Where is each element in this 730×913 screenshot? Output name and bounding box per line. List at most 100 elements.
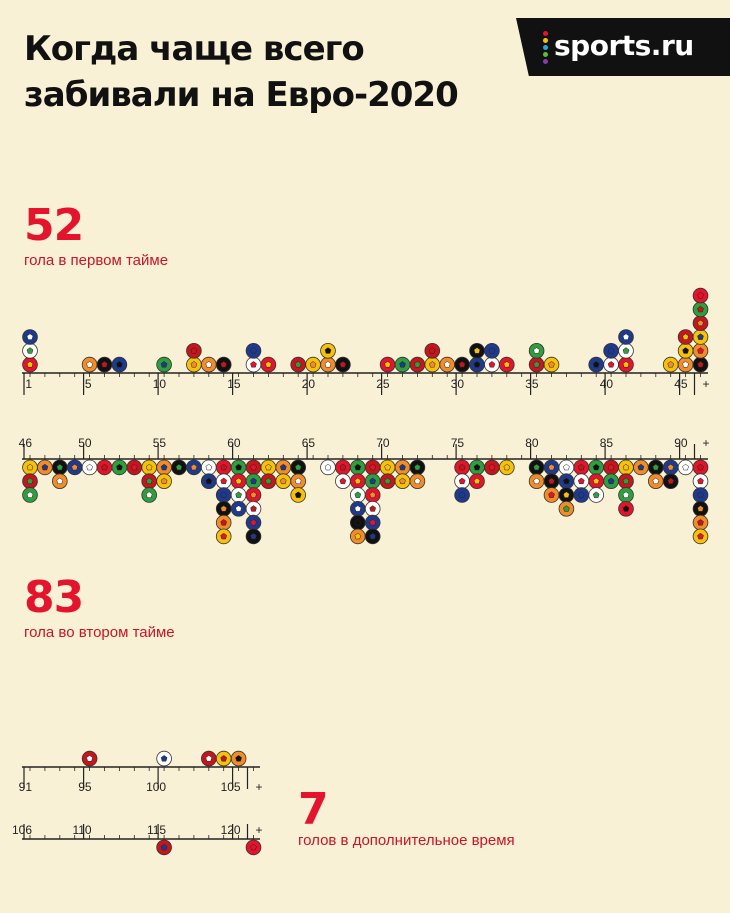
- ball-patch: [160, 477, 168, 485]
- ball-patch: [354, 505, 362, 512]
- ball-patch: [622, 333, 630, 340]
- goal-ball: [454, 356, 470, 373]
- ball-patch: [339, 477, 347, 485]
- goal-ball: [305, 356, 321, 373]
- goal-ball: [201, 473, 217, 490]
- ball-patch: [220, 505, 227, 512]
- ball-patch: [190, 463, 198, 471]
- ball-patch: [667, 477, 674, 485]
- ball-patch: [101, 361, 108, 368]
- ball-patch: [622, 361, 630, 368]
- goal-ball: [320, 342, 336, 359]
- ball-patch: [384, 361, 391, 368]
- ball-patch: [116, 463, 123, 471]
- tick-label: +: [703, 436, 710, 450]
- goal-ball: [230, 473, 247, 490]
- goal-ball: [22, 473, 38, 490]
- ball-patch: [354, 491, 362, 498]
- goal-ball: [290, 473, 307, 490]
- extra-time-label: голов в дополнительное время: [298, 832, 515, 849]
- ball-patch: [369, 477, 376, 485]
- ball-patch: [220, 491, 227, 498]
- ball-patch: [384, 477, 391, 485]
- ball-patch: [384, 463, 391, 471]
- ball-patch: [533, 477, 540, 485]
- goal-ball: [692, 342, 709, 359]
- ball-patch: [160, 463, 168, 471]
- goal-ball: [81, 459, 98, 476]
- ball-patch: [592, 361, 600, 368]
- goal-ball: [349, 500, 366, 517]
- ball-patch: [533, 463, 540, 471]
- ball-patch: [458, 491, 466, 498]
- goal-ball: [230, 500, 247, 517]
- goal-ball: [349, 528, 366, 545]
- goal-ball: [647, 473, 664, 490]
- goal-ball: [364, 459, 381, 476]
- goal-ball: [692, 301, 709, 318]
- ball-patch: [414, 361, 421, 368]
- goal-ball: [156, 750, 172, 767]
- goal-ball: [662, 473, 679, 490]
- goal-ball: [424, 356, 441, 373]
- ball-patch: [548, 477, 555, 485]
- goal-ball: [215, 459, 232, 476]
- tick-label: +: [256, 823, 263, 837]
- goal-ball: [245, 356, 262, 373]
- ball-patch: [145, 463, 153, 471]
- goal-ball: [22, 459, 38, 476]
- tick-label: 80: [525, 436, 539, 450]
- goal-ball: [618, 329, 634, 345]
- goal-ball: [469, 356, 485, 373]
- ball-patch: [414, 477, 421, 485]
- ball-patch: [339, 463, 347, 471]
- ball-patch: [294, 463, 302, 471]
- tick-label: 85: [600, 436, 614, 450]
- title-line-1: Когда чаще всего: [24, 29, 365, 69]
- goal-ball: [692, 315, 709, 332]
- ball-patch: [250, 347, 257, 354]
- ball-patch: [26, 333, 34, 340]
- ball-patch: [697, 477, 704, 485]
- goal-ball: [677, 342, 694, 359]
- ball-patch: [414, 463, 421, 471]
- ball-patch: [369, 519, 376, 526]
- goal-ball: [335, 473, 351, 490]
- ball-patch: [652, 463, 660, 471]
- goal-ball: [156, 356, 172, 373]
- goal-ball: [409, 459, 426, 476]
- goal-ball: [394, 356, 411, 373]
- goal-ball: [290, 459, 307, 476]
- ball-patch: [622, 463, 630, 471]
- goal-ball: [603, 473, 619, 490]
- ball-patch: [429, 347, 436, 354]
- goal-ball: [320, 356, 336, 373]
- goal-ball: [662, 356, 679, 373]
- tick-label: +: [703, 377, 710, 391]
- goal-ball: [275, 473, 292, 490]
- goal-ball: [156, 839, 172, 856]
- chart-panel-extra_time_first: 91 95 100 105 +: [19, 750, 263, 794]
- goal-ball: [618, 500, 634, 517]
- ball-patch: [682, 347, 689, 354]
- ball-patch: [294, 477, 302, 485]
- ball-patch: [369, 491, 376, 498]
- goal-ball: [111, 459, 128, 476]
- ball-patch: [458, 477, 466, 485]
- goal-ball: [588, 473, 604, 490]
- ball-patch: [652, 477, 660, 485]
- goal-ball: [677, 459, 694, 476]
- tick-label: 30: [451, 377, 465, 391]
- goal-ball: [379, 459, 396, 476]
- ball-patch: [622, 347, 630, 354]
- ball-patch: [26, 477, 34, 485]
- goal-ball: [81, 356, 98, 373]
- ball-patch: [235, 477, 242, 485]
- ball-patch: [578, 491, 585, 498]
- goal-ball: [484, 356, 500, 373]
- tick-label: 20: [302, 377, 316, 391]
- ball-patch: [607, 347, 615, 354]
- ball-patch: [697, 333, 704, 340]
- ball-patch: [473, 477, 481, 485]
